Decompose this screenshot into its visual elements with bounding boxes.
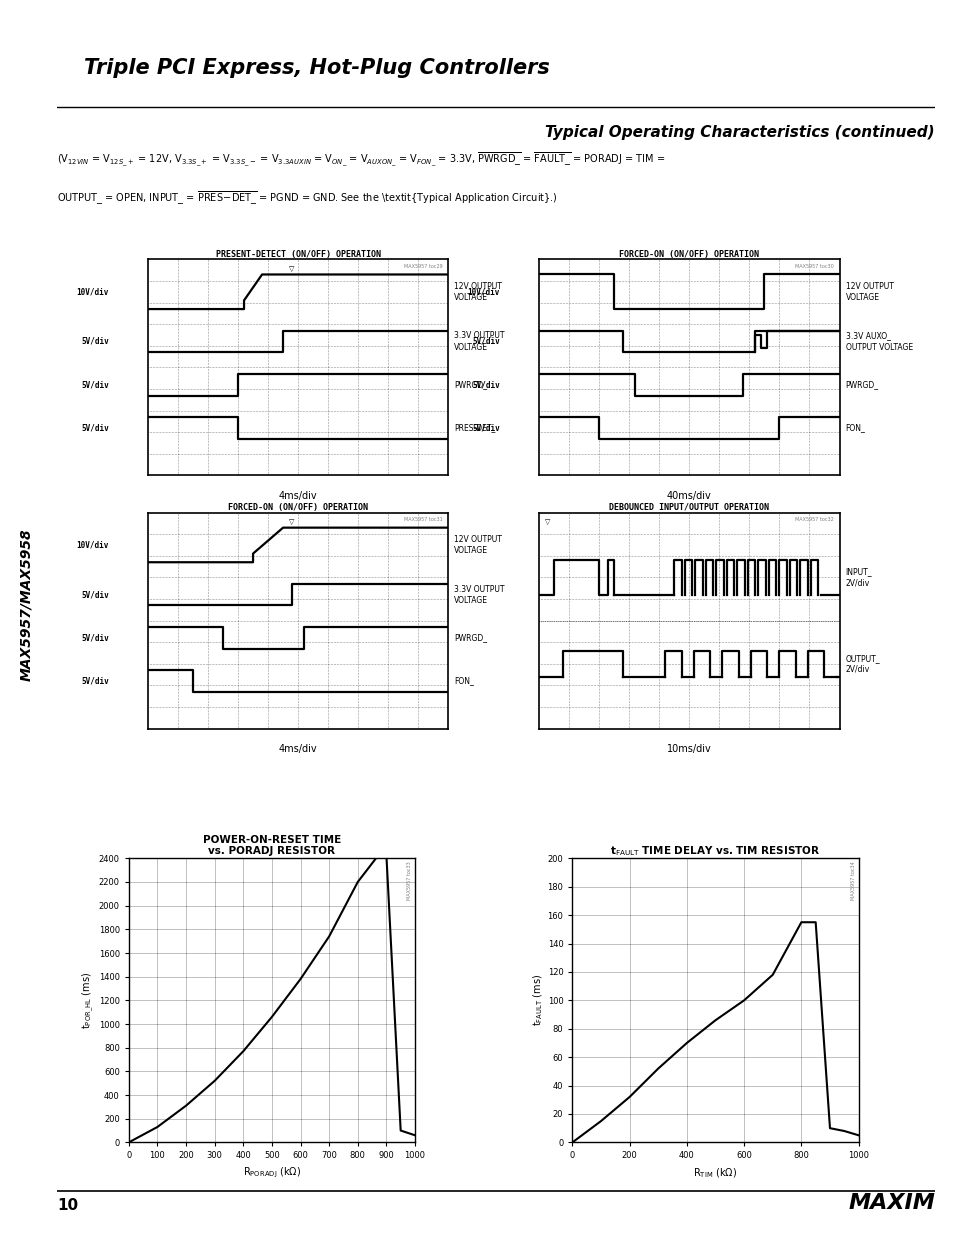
Text: 3.3V OUTPUT
VOLTAGE: 3.3V OUTPUT VOLTAGE xyxy=(454,584,504,605)
Text: 3.3V AUXO_
OUTPUT VOLTAGE: 3.3V AUXO_ OUTPUT VOLTAGE xyxy=(844,331,912,352)
X-axis label: R$_{\rm TIM}$ (k$\Omega$): R$_{\rm TIM}$ (k$\Omega$) xyxy=(693,1166,737,1179)
Text: 3.3V OUTPUT
VOLTAGE: 3.3V OUTPUT VOLTAGE xyxy=(454,331,504,352)
Text: (V$_{12VIN}$ = V$_{12S\_+}$ = 12V, V$_{3.3S\_+}$ = V$_{3.3S\_-}$ = V$_{3.3AUXIN}: (V$_{12VIN}$ = V$_{12S\_+}$ = 12V, V$_{3… xyxy=(57,151,665,168)
Text: INPUT_
2V/div: INPUT_ 2V/div xyxy=(844,567,871,588)
Text: 4ms/div: 4ms/div xyxy=(278,490,317,500)
Title: FORCED-ON (ON/OFF) OPERATION: FORCED-ON (ON/OFF) OPERATION xyxy=(228,503,368,511)
Text: Triple PCI Express, Hot-Plug Controllers: Triple PCI Express, Hot-Plug Controllers xyxy=(84,58,549,78)
Text: PWRGD_: PWRGD_ xyxy=(844,380,878,389)
Text: 5V/div: 5V/div xyxy=(81,380,109,389)
Text: FON_: FON_ xyxy=(454,677,474,685)
Text: PWRGD_: PWRGD_ xyxy=(454,380,487,389)
Text: OUTPUT_
2V/div: OUTPUT_ 2V/div xyxy=(844,653,880,674)
Text: PRES-DET_: PRES-DET_ xyxy=(454,424,496,432)
Text: MAX5957 toc32: MAX5957 toc32 xyxy=(794,517,833,522)
Text: MAX5957 toc30: MAX5957 toc30 xyxy=(794,263,833,269)
Text: MAX5957 toc33: MAX5957 toc33 xyxy=(407,861,412,900)
Y-axis label: t$_{\rm POR\_HL}$ (ms): t$_{\rm POR\_HL}$ (ms) xyxy=(81,972,95,1029)
Text: 5V/div: 5V/div xyxy=(81,634,109,642)
Text: 5V/div: 5V/div xyxy=(81,590,109,599)
Text: 5V/div: 5V/div xyxy=(472,337,499,346)
Text: 10V/div: 10V/div xyxy=(76,288,109,296)
X-axis label: R$_{\rm PORADJ}$ (k$\Omega$): R$_{\rm PORADJ}$ (k$\Omega$) xyxy=(242,1166,301,1181)
Text: 5V/div: 5V/div xyxy=(472,380,499,389)
Text: MAX5957/MAX5958: MAX5957/MAX5958 xyxy=(19,529,33,682)
Text: 10: 10 xyxy=(57,1198,78,1213)
Title: DEBOUNCED INPUT/OUTPUT OPERATION: DEBOUNCED INPUT/OUTPUT OPERATION xyxy=(609,503,768,511)
Text: ▽: ▽ xyxy=(289,266,294,272)
Text: MAX5957 toc31: MAX5957 toc31 xyxy=(403,517,442,522)
Text: 5V/div: 5V/div xyxy=(472,424,499,432)
Text: 10V/div: 10V/div xyxy=(467,288,499,296)
Text: PWRGD_: PWRGD_ xyxy=(454,634,487,642)
Text: MAX5957 toc29: MAX5957 toc29 xyxy=(403,263,442,269)
Text: Typical Operating Characteristics (continued): Typical Operating Characteristics (conti… xyxy=(545,125,934,140)
Title: POWER-ON-RESET TIME
vs. PORADJ RESISTOR: POWER-ON-RESET TIME vs. PORADJ RESISTOR xyxy=(203,835,340,856)
Text: ▽: ▽ xyxy=(545,519,550,525)
Text: 40ms/div: 40ms/div xyxy=(666,490,711,500)
Title: FORCED-ON (ON/OFF) OPERATION: FORCED-ON (ON/OFF) OPERATION xyxy=(618,249,759,258)
Text: 10ms/div: 10ms/div xyxy=(666,743,711,753)
Text: MAX5957 toc34: MAX5957 toc34 xyxy=(850,861,855,900)
Text: 10V/div: 10V/div xyxy=(76,541,109,550)
Text: FON_: FON_ xyxy=(844,424,864,432)
Text: MAXIM: MAXIM xyxy=(847,1193,934,1213)
Text: 5V/div: 5V/div xyxy=(81,677,109,685)
Text: 5V/div: 5V/div xyxy=(81,424,109,432)
Text: ▽: ▽ xyxy=(289,519,294,525)
Title: t$_{\rm FAULT}$ TIME DELAY vs. TIM RESISTOR: t$_{\rm FAULT}$ TIME DELAY vs. TIM RESIS… xyxy=(610,845,820,858)
Text: OUTPUT$\_$ = OPEN, INPUT$\_$ = $\overline{\rm PRES\!-\!DET\_}$ = PGND = GND. See: OUTPUT$\_$ = OPEN, INPUT$\_$ = $\overlin… xyxy=(57,189,558,206)
Text: 12V OUTPUT
VOLTAGE: 12V OUTPUT VOLTAGE xyxy=(844,282,892,301)
Title: PRESENT-DETECT (ON/OFF) OPERATION: PRESENT-DETECT (ON/OFF) OPERATION xyxy=(215,249,380,258)
Text: 4ms/div: 4ms/div xyxy=(278,743,317,753)
Y-axis label: t$_{\rm FAULT}$ (ms): t$_{\rm FAULT}$ (ms) xyxy=(531,974,544,1026)
Text: 5V/div: 5V/div xyxy=(81,337,109,346)
Text: 12V OUTPUT
VOLTAGE: 12V OUTPUT VOLTAGE xyxy=(454,282,501,301)
Text: 12V OUTPUT
VOLTAGE: 12V OUTPUT VOLTAGE xyxy=(454,535,501,555)
